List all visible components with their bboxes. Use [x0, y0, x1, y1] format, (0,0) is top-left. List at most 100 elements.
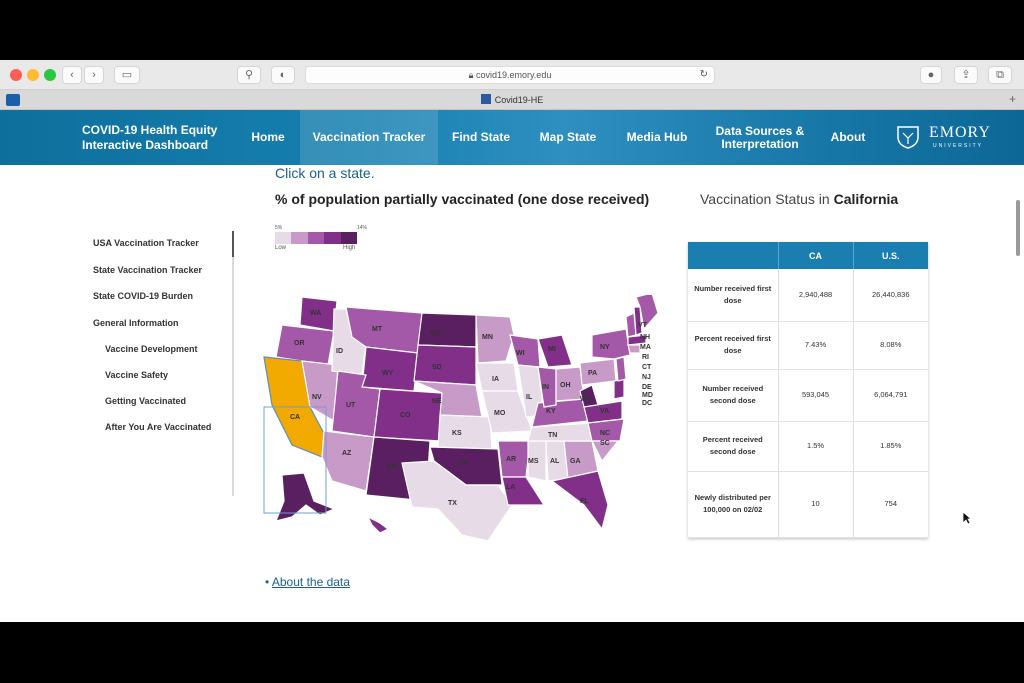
label-IL: IL	[526, 394, 533, 401]
state-NJ[interactable]	[615, 356, 627, 382]
status-state: California	[833, 191, 899, 207]
label-CA: CA	[290, 414, 300, 421]
row-label: Number received first dose	[688, 269, 779, 322]
us-choropleth-map[interactable]: WA OR ID MT ND SD WY NV CA UT CO AZ NM N…	[262, 295, 662, 545]
accessibility-icon[interactable]: ⚲	[237, 66, 261, 84]
nav-find-state[interactable]: Find State	[451, 130, 510, 144]
sidebar-item-state-tracker[interactable]: State Vaccination Tracker	[93, 265, 203, 275]
sidebar-item-after-vaccinated[interactable]: After You Are Vaccinated	[105, 422, 212, 432]
reload-icon[interactable]: ↻	[699, 69, 708, 80]
sidebar-toggle-icon[interactable]: ▭	[114, 66, 140, 84]
state-IN[interactable]	[537, 366, 557, 408]
state-ND[interactable]	[417, 312, 477, 348]
zoom-window-icon[interactable]	[44, 69, 56, 81]
row-label: Newly distributed per 100,000 on 02/02	[688, 471, 779, 538]
minimize-window-icon[interactable]	[27, 69, 39, 81]
active-tab[interactable]: Covid19-HE	[0, 90, 1024, 110]
site-brand[interactable]: COVID-19 Health Equity Interactive Dashb…	[82, 123, 218, 152]
state-AK[interactable]	[275, 472, 336, 522]
table-row: Percent received first dose 7.43% 8.08%	[688, 321, 928, 370]
state-labels: WA OR ID MT ND SD WY NV CA UT CO AZ NM N…	[290, 310, 653, 507]
state-MA[interactable]	[627, 334, 647, 346]
header-us: U.S.	[853, 242, 928, 269]
state-KY[interactable]	[531, 398, 589, 428]
new-tab-icon[interactable]: +	[1008, 92, 1016, 106]
state-KS[interactable]	[437, 414, 493, 450]
label-NE: NE	[432, 398, 442, 405]
forward-icon[interactable]: ›	[84, 66, 104, 84]
state-LA[interactable]	[501, 476, 546, 506]
label-VA: VA	[600, 408, 609, 415]
label-UT: UT	[346, 402, 356, 409]
state-SD[interactable]	[413, 344, 477, 386]
sidebar-item-state-burden[interactable]: State COVID-19 Burden	[93, 291, 194, 301]
state-MD[interactable]	[613, 378, 625, 400]
extension-icon[interactable]: ●	[920, 66, 942, 84]
state-AZ[interactable]	[321, 430, 375, 492]
state-ME[interactable]	[635, 295, 659, 331]
label-VT: VT	[638, 322, 648, 329]
tab-title: Covid19-HE	[494, 95, 544, 105]
state-NC[interactable]	[587, 418, 625, 442]
state-MN[interactable]	[475, 314, 515, 364]
nav-data-sources[interactable]: Data Sources & Interpretation	[715, 123, 805, 151]
about-data-link[interactable]: • About the data	[265, 575, 350, 589]
label-NV: NV	[312, 394, 322, 401]
selection-box	[263, 406, 327, 514]
state-SC[interactable]	[591, 440, 620, 463]
shield-icon	[897, 126, 919, 149]
table-row: Percent received second dose 1.5% 1.85%	[688, 421, 928, 472]
label-PA: PA	[588, 370, 597, 377]
nav-vaccination-tracker[interactable]: Vaccination Tracker	[300, 110, 438, 165]
label-WI: WI	[516, 350, 525, 357]
address-text: covid19.emory.edu	[475, 70, 552, 80]
sidebar-item-general-info[interactable]: General Information	[93, 318, 179, 328]
state-NY[interactable]	[591, 328, 631, 360]
label-GA: GA	[570, 458, 581, 465]
row-label: Percent received first dose	[688, 321, 779, 370]
state-NH[interactable]	[633, 306, 643, 336]
reader-icon[interactable]: ◐	[271, 66, 295, 84]
label-KS: KS	[452, 430, 462, 437]
nav-about[interactable]: About	[830, 130, 866, 144]
state-WI[interactable]	[509, 334, 541, 368]
state-TX[interactable]	[401, 460, 513, 542]
nav-map-state[interactable]: Map State	[539, 130, 597, 144]
label-MO: MO	[494, 410, 506, 417]
label-NJ: NJ	[642, 374, 651, 381]
close-window-icon[interactable]	[10, 69, 22, 81]
state-MI[interactable]	[537, 334, 573, 368]
nav-media-hub[interactable]: Media Hub	[626, 130, 688, 144]
label-AL: AL	[550, 458, 560, 465]
label-DC: DC	[642, 400, 652, 407]
label-MA: MA	[640, 344, 651, 351]
label-OR: OR	[294, 340, 305, 347]
sidebar-item-getting-vaccinated[interactable]: Getting Vaccinated	[105, 396, 187, 406]
state-WY[interactable]	[361, 346, 419, 392]
click-hint: Click on a state.	[275, 165, 375, 181]
label-DE: DE	[642, 384, 652, 391]
label-NH: NH	[640, 334, 650, 341]
row-us-value: 26,440,836	[853, 269, 928, 322]
sidebar-item-usa-tracker[interactable]: USA Vaccination Tracker	[93, 238, 199, 248]
legend-high: High	[343, 245, 356, 251]
sidebar-item-vaccine-safety[interactable]: Vaccine Safety	[105, 370, 169, 380]
row-label: Number received second dose	[688, 369, 779, 422]
label-WV: WV	[580, 396, 592, 403]
state-HI[interactable]	[366, 515, 390, 534]
label-KY: KY	[546, 408, 556, 415]
nav-home[interactable]: Home	[251, 130, 285, 144]
state-FL[interactable]	[550, 470, 609, 531]
bookmark-icon[interactable]	[6, 94, 20, 106]
tabs-overview-icon[interactable]: ⧉	[988, 66, 1012, 84]
sidebar-item-vaccine-development[interactable]: Vaccine Development	[105, 344, 198, 354]
legend-min: 5%	[275, 225, 283, 231]
label-WY: WY	[382, 370, 394, 377]
back-icon[interactable]: ‹	[62, 66, 82, 84]
share-icon[interactable]: ⇪	[954, 66, 978, 84]
page-scrollbar[interactable]	[1016, 200, 1020, 256]
address-bar[interactable]: 🔒︎ covid19.emory.edu ↻	[305, 66, 715, 84]
state-CT[interactable]	[627, 344, 641, 354]
label-SC: SC	[600, 440, 610, 447]
state-PA[interactable]	[579, 358, 617, 386]
